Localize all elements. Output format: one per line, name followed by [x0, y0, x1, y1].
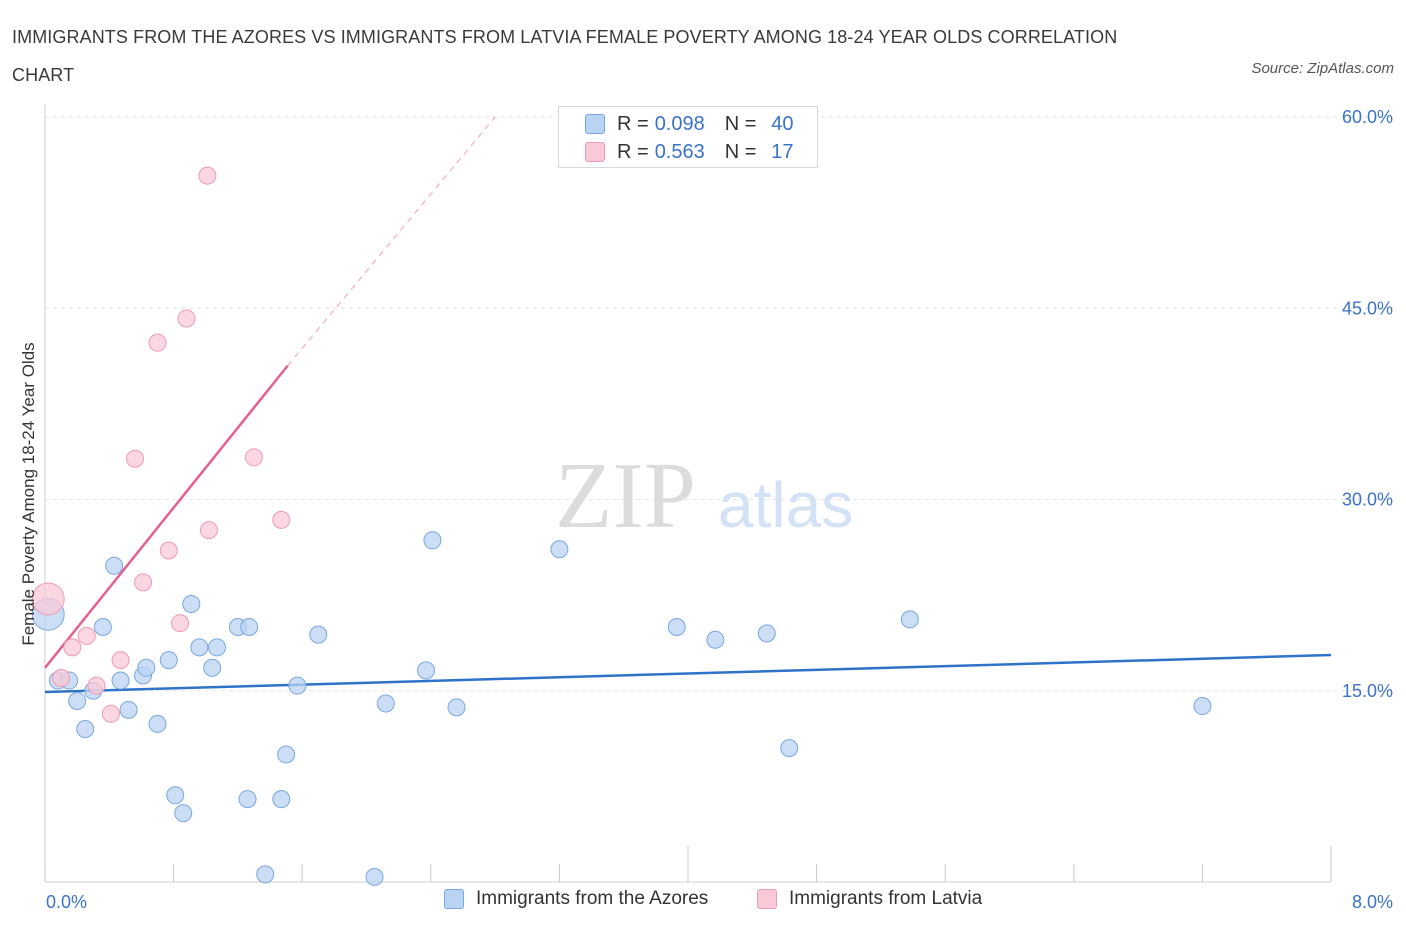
- data-point-latvia[interactable]: [198, 166, 217, 185]
- data-point-azores[interactable]: [166, 786, 185, 805]
- data-point-azores[interactable]: [238, 790, 257, 809]
- data-point-azores[interactable]: [376, 694, 395, 713]
- x-tick-label-max: 8.0%: [1352, 892, 1393, 912]
- data-point-azores[interactable]: [119, 700, 138, 719]
- data-point-azores[interactable]: [203, 658, 222, 677]
- data-points: [31, 166, 1212, 886]
- n-label: N =: [724, 112, 757, 135]
- data-point-latvia[interactable]: [101, 704, 120, 723]
- data-point-latvia[interactable]: [177, 309, 196, 328]
- data-point-azores[interactable]: [182, 595, 201, 614]
- n-value: 17: [771, 140, 794, 163]
- legend-row-azores: R = 0.098 N = 40: [585, 111, 802, 137]
- data-point-latvia[interactable]: [134, 573, 153, 592]
- data-point-latvia[interactable]: [52, 669, 71, 687]
- trend-lines: [44, 116, 1332, 694]
- gridlines: [45, 116, 1392, 692]
- data-point-azores[interactable]: [550, 540, 569, 559]
- data-point-azores[interactable]: [447, 698, 466, 717]
- data-point-latvia[interactable]: [87, 676, 106, 695]
- data-point-latvia[interactable]: [244, 448, 263, 467]
- data-point-azores[interactable]: [174, 804, 193, 823]
- data-point-azores[interactable]: [68, 691, 87, 710]
- data-point-latvia[interactable]: [171, 614, 190, 633]
- y-tick-label: 15.0%: [1342, 681, 1393, 701]
- data-point-azores[interactable]: [93, 618, 112, 636]
- data-point-latvia[interactable]: [111, 651, 130, 670]
- r-label: R =: [617, 112, 649, 135]
- n-value: 40: [771, 112, 794, 135]
- data-point-azores[interactable]: [667, 618, 686, 636]
- source-credit: Source: ZipAtlas.com: [1251, 60, 1394, 77]
- x-tick-label-min: 0.0%: [46, 892, 87, 912]
- data-point-azores[interactable]: [900, 610, 919, 629]
- data-point-azores[interactable]: [105, 556, 124, 575]
- data-point-azores[interactable]: [256, 865, 275, 884]
- data-point-latvia[interactable]: [199, 521, 218, 540]
- data-point-latvia[interactable]: [272, 510, 291, 529]
- data-point-azores[interactable]: [365, 867, 384, 886]
- data-point-azores[interactable]: [137, 658, 156, 677]
- data-point-latvia[interactable]: [63, 638, 82, 657]
- data-point-azores[interactable]: [757, 624, 776, 643]
- r-value: 0.563: [654, 140, 705, 163]
- azores-legend-swatch-icon: [444, 889, 464, 909]
- latvia-swatch-icon: [585, 142, 605, 162]
- data-point-latvia[interactable]: [77, 626, 96, 645]
- legend-item-latvia[interactable]: Immigrants from Latvia: [757, 888, 982, 910]
- series-legend: Immigrants from the Azores Immigrants fr…: [0, 888, 1406, 916]
- data-point-azores[interactable]: [277, 745, 296, 764]
- data-point-azores[interactable]: [190, 638, 209, 657]
- data-point-azores[interactable]: [272, 790, 291, 809]
- n-label: N =: [724, 140, 757, 163]
- data-point-azores[interactable]: [111, 671, 130, 690]
- data-point-azores[interactable]: [423, 531, 442, 550]
- data-point-azores[interactable]: [309, 625, 328, 644]
- watermark: ZIP atlas: [555, 444, 853, 548]
- trend-line-azores: [44, 653, 1332, 694]
- trend-line-extension-latvia: [287, 116, 496, 366]
- latvia-legend-swatch-icon: [757, 889, 777, 909]
- data-point-azores[interactable]: [148, 714, 167, 733]
- data-point-azores[interactable]: [1193, 697, 1212, 716]
- y-tick-label: 30.0%: [1342, 490, 1393, 510]
- watermark-zip: ZIP: [555, 444, 696, 548]
- data-point-azores[interactable]: [208, 638, 227, 657]
- y-tick-label: 60.0%: [1342, 107, 1393, 127]
- data-point-azores[interactable]: [76, 720, 95, 738]
- data-point-latvia[interactable]: [126, 449, 145, 468]
- data-point-azores[interactable]: [780, 739, 799, 758]
- correlation-legend: R = 0.098 N = 40 R = 0.563 N = 17: [558, 106, 818, 168]
- azores-swatch-icon: [585, 114, 605, 134]
- tick-labels: 15.0% 30.0% 45.0% 60.0% 0.0% 8.0%: [44, 107, 1393, 912]
- data-point-azores[interactable]: [288, 676, 307, 695]
- r-label: R =: [617, 140, 649, 163]
- data-point-latvia[interactable]: [159, 541, 178, 560]
- chart-title: IMMIGRANTS FROM THE AZORES VS IMMIGRANTS…: [12, 27, 1118, 85]
- watermark-atlas: atlas: [718, 469, 853, 541]
- y-axis-label: Female Poverty Among 18-24 Year Olds: [19, 342, 38, 645]
- r-value: 0.098: [654, 112, 705, 135]
- legend-label-azores: Immigrants from the Azores: [476, 888, 709, 909]
- data-point-azores[interactable]: [240, 618, 259, 636]
- legend-label-latvia: Immigrants from Latvia: [789, 888, 983, 909]
- y-tick-label: 45.0%: [1342, 298, 1393, 318]
- data-point-latvia[interactable]: [31, 582, 65, 616]
- legend-item-azores[interactable]: Immigrants from the Azores: [444, 888, 708, 910]
- legend-row-latvia: R = 0.563 N = 17: [585, 139, 802, 165]
- data-point-azores[interactable]: [159, 651, 178, 670]
- trend-line-latvia: [44, 364, 289, 669]
- data-point-azores[interactable]: [416, 661, 435, 680]
- data-point-latvia[interactable]: [148, 333, 167, 352]
- data-point-azores[interactable]: [706, 630, 725, 649]
